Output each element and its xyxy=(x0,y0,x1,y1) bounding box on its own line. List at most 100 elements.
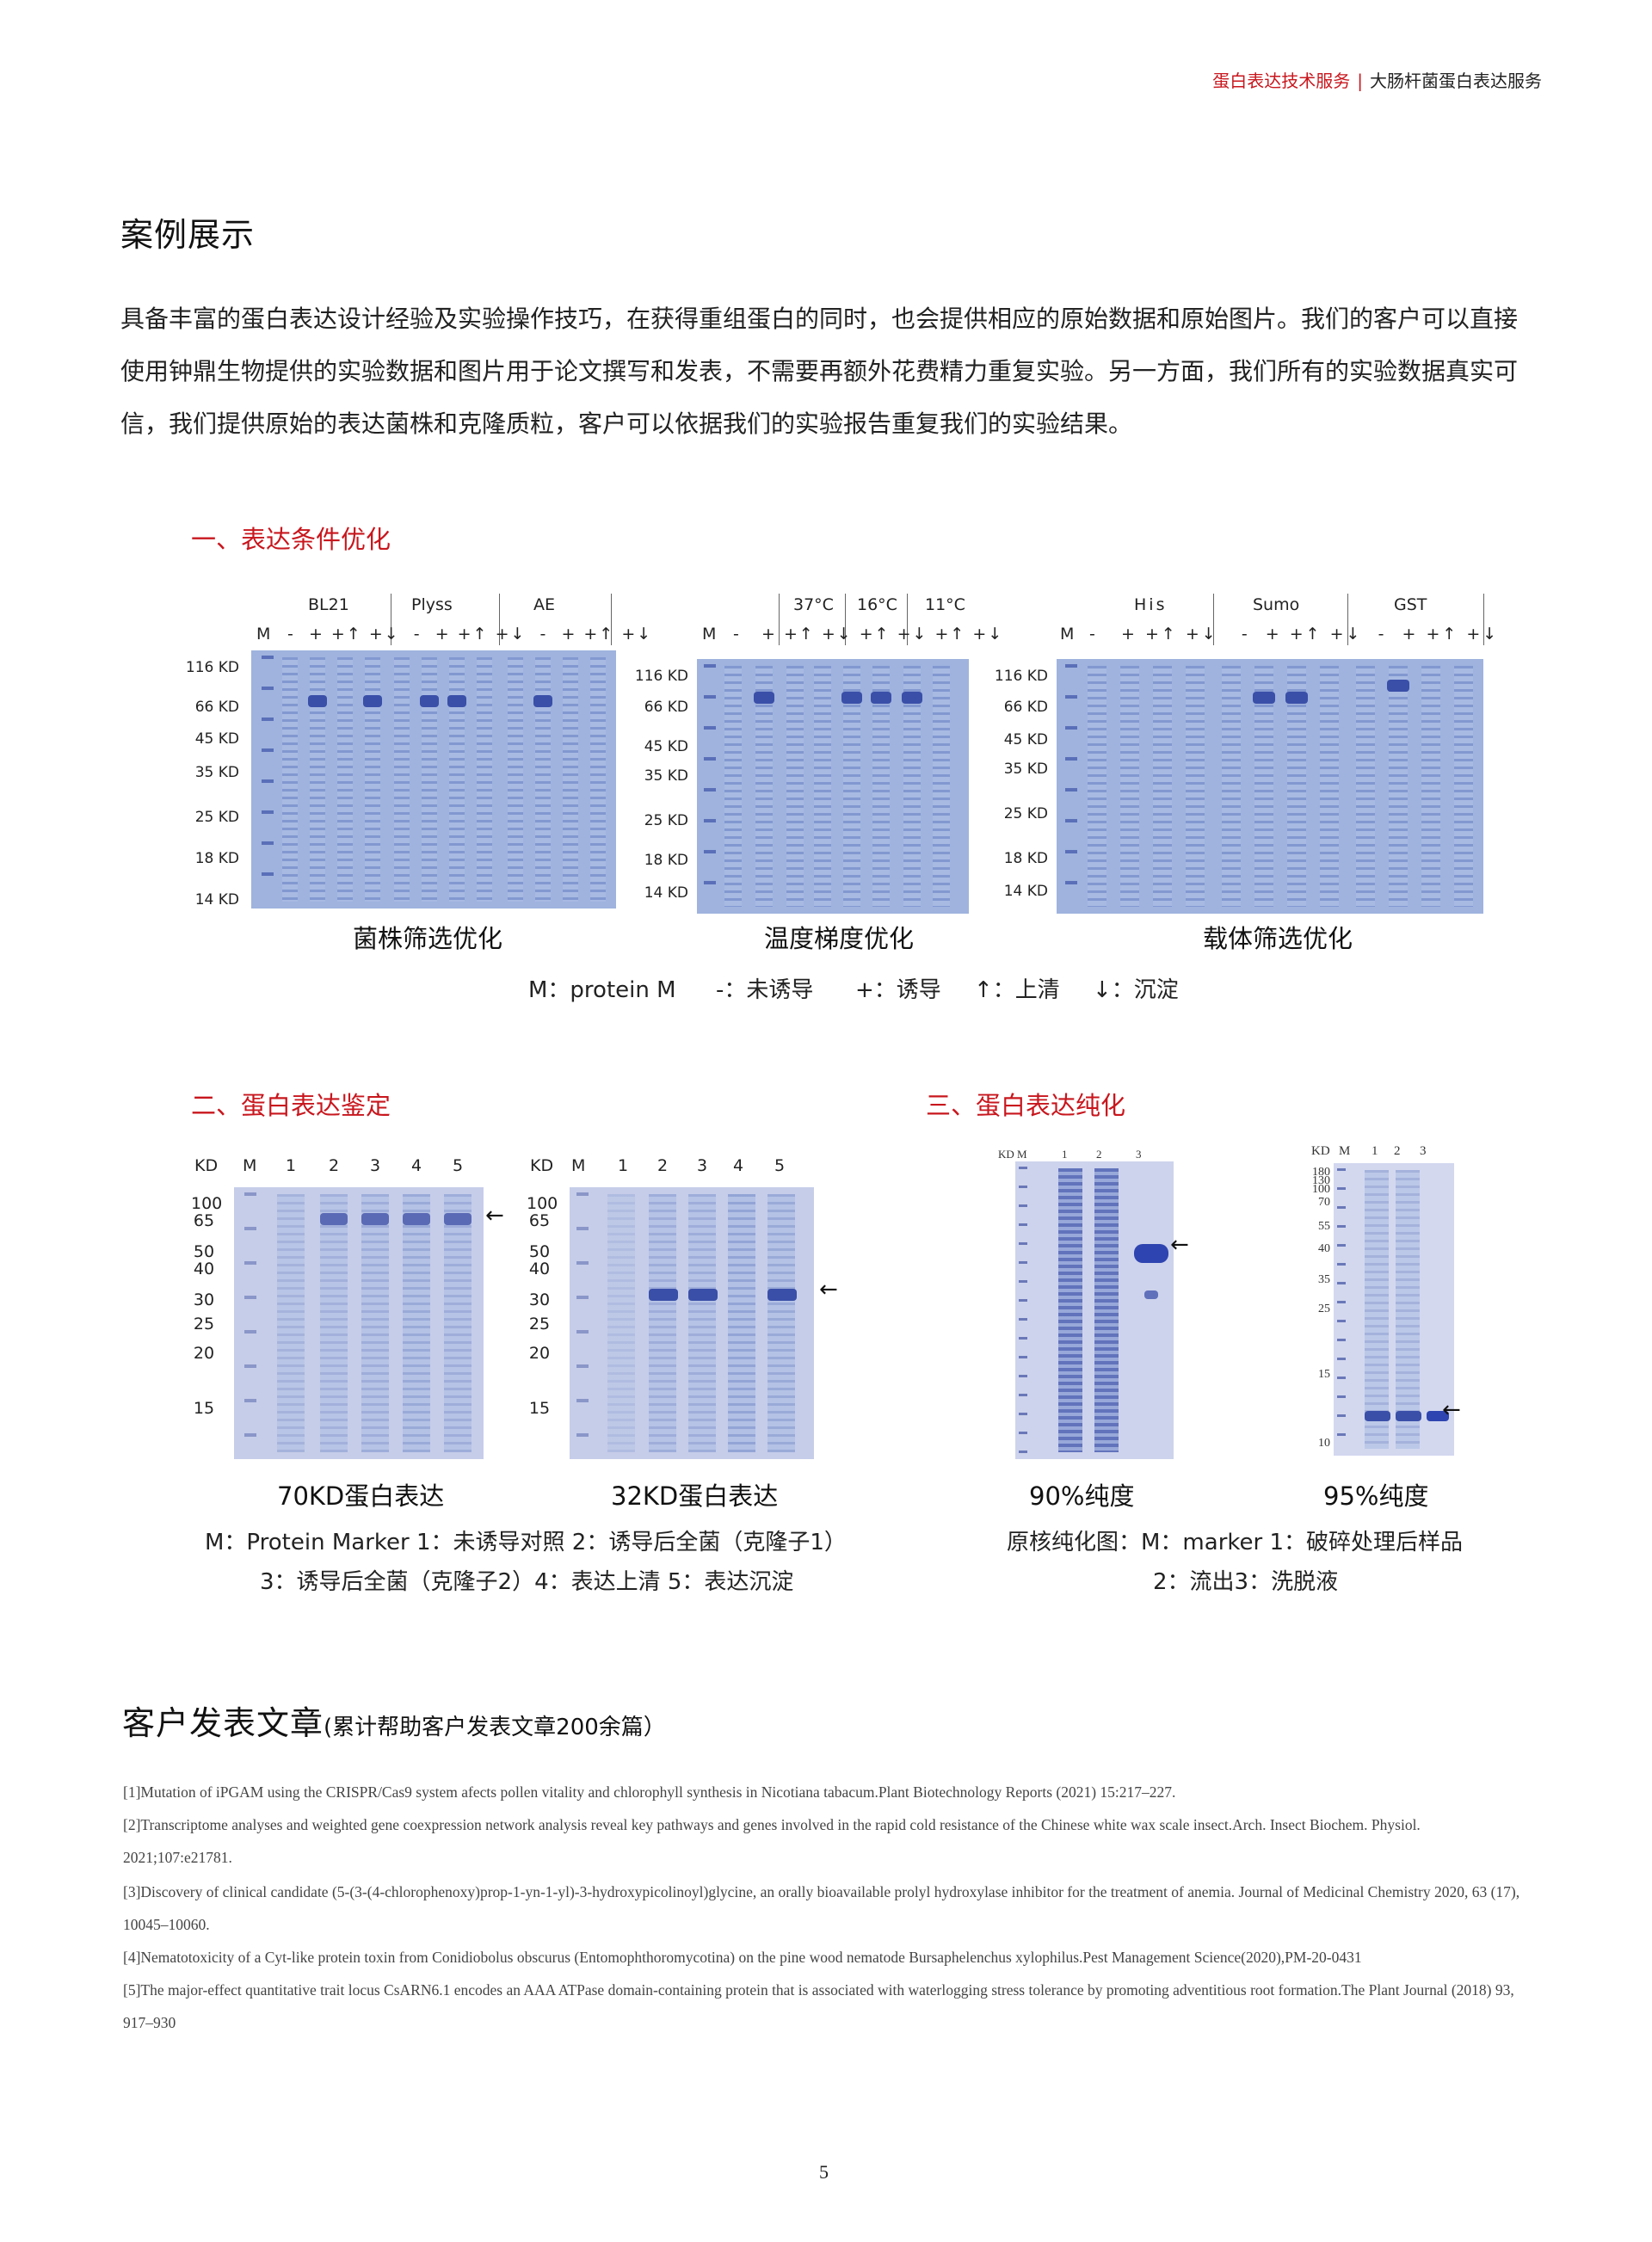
gel32-lane-1: 1 xyxy=(618,1156,629,1175)
gel32-target-arrow: ← xyxy=(819,1277,838,1303)
gel32-kd-50: 50 xyxy=(528,1242,551,1261)
header-separator: | xyxy=(1357,71,1363,91)
gel1-group-1: BL21 xyxy=(308,595,349,614)
purify95-caption: 95%纯度 xyxy=(1323,1481,1429,1511)
purify90-image xyxy=(1015,1161,1174,1459)
gel32-kd-20: 20 xyxy=(528,1344,551,1363)
gel1-image xyxy=(251,650,616,909)
gel70-kd-100: 100 xyxy=(191,1194,223,1213)
gel3-group-3: GST xyxy=(1394,595,1427,614)
gel1-group-3: AE xyxy=(533,595,556,614)
purify95-kd-25: 25 xyxy=(1318,1303,1330,1315)
header-service-name: 蛋白表达技术服务 xyxy=(1212,71,1351,91)
cases-title: 案例展示 xyxy=(120,216,256,254)
gel2-group-1: 37°C xyxy=(793,595,834,614)
gel70-target-arrow: ← xyxy=(485,1203,504,1229)
gel70-kd-40: 40 xyxy=(193,1260,215,1278)
publications-heading: 客户发表文章(累计帮助客户发表文章200余篇） xyxy=(122,1697,666,1744)
gel1-kd-116: 116 KD xyxy=(185,659,239,676)
gel70-kd-25: 25 xyxy=(193,1315,215,1333)
gel70-m-header: M xyxy=(243,1156,257,1175)
section1-legend-induced: +：诱导 xyxy=(855,977,941,1003)
gel32-kd-40: 40 xyxy=(528,1260,551,1278)
purify95-lane-1: 1 xyxy=(1372,1144,1378,1158)
publications-title: 客户发表文章 xyxy=(122,1704,324,1742)
gel3-kd-66: 66 KD xyxy=(1003,699,1048,716)
gel70-lane-3: 3 xyxy=(370,1156,381,1175)
purify90-lane-1: 1 xyxy=(1062,1148,1068,1161)
gel70-lane-2: 2 xyxy=(329,1156,340,1175)
gel70-lane-4: 4 xyxy=(411,1156,422,1175)
page-number: 5 xyxy=(819,2161,829,2183)
gel2-kd-45: 45 KD xyxy=(644,738,688,755)
purify95-kd-100: 100 xyxy=(1312,1183,1330,1196)
purify95-kd-130: 130 xyxy=(1312,1174,1330,1187)
gel70-kd-20: 20 xyxy=(193,1344,215,1363)
purify95-kd-70: 70 xyxy=(1318,1196,1330,1209)
gel1-kd-66: 66 KD xyxy=(194,699,239,716)
section2-title: 二、蛋白表达鉴定 xyxy=(191,1091,391,1120)
publications-subtitle: (累计帮助客户发表文章200余篇） xyxy=(324,1715,666,1740)
gel1-caption: 菌株筛选优化 xyxy=(353,924,503,953)
gel1-kd-14: 14 KD xyxy=(194,891,239,909)
header-subtitle: 大肠杆菌蛋白表达服务 xyxy=(1370,71,1542,91)
gel32-lane-2: 2 xyxy=(657,1156,669,1175)
gel2-marker-label: M xyxy=(702,625,717,644)
gel32-kd-15: 15 xyxy=(528,1399,551,1418)
gel32-kd-65: 65 xyxy=(528,1211,551,1230)
gel2-group-3: 11°C xyxy=(925,595,965,614)
gel2-kd-66: 66 KD xyxy=(644,699,688,716)
gel-strain-figure: BL21 Plyss AE M - + +↑ +↓ - + +↑ +↓ - + … xyxy=(163,590,650,917)
gel32-kd-header: KD xyxy=(530,1156,554,1175)
gel32-kd-30: 30 xyxy=(528,1290,551,1309)
purify90-lane-2: 2 xyxy=(1096,1148,1102,1161)
gel3-lane-labels: - + +↑ +↓ - + +↑ +↓ - + +↑ +↓ xyxy=(1089,625,1500,644)
section1-title: 一、表达条件优化 xyxy=(191,525,391,554)
gel70-kd-30: 30 xyxy=(193,1290,215,1309)
gel32-m-header: M xyxy=(571,1156,586,1175)
gel2-kd-116: 116 KD xyxy=(634,668,688,685)
reference-item-5: [5]The major-effect quantitative trait l… xyxy=(123,1981,1514,2031)
gel-vector-figure: His Sumo GST M - + +↑ +↓ - + +↑ +↓ - + +… xyxy=(983,590,1496,917)
gel3-group-1: His xyxy=(1134,595,1168,614)
gel32-lane-5: 5 xyxy=(774,1156,786,1175)
section2-legend-line1: M：Protein Marker 1：未诱导对照 2：诱导后全菌（克隆子1） xyxy=(205,1530,847,1555)
purify95-kd-40: 40 xyxy=(1318,1242,1330,1255)
gel70-kd-header: KD xyxy=(194,1156,219,1175)
gel-32kd-figure: KD M 1 2 3 4 5 100 65 50 40 30 25 20 15 … xyxy=(527,1153,854,1471)
section1-legend-uninduced: -：未诱导 xyxy=(716,977,814,1003)
purify-gel-95-figure: KD M 1 2 3 180 130 100 70 55 40 35 25 15… xyxy=(1308,1144,1514,1464)
gel70-kd-65: 65 xyxy=(193,1211,215,1230)
gel70-kd-15: 15 xyxy=(193,1399,215,1418)
purify95-kd-35: 35 xyxy=(1318,1273,1330,1286)
section1-legend-supernatant: ↑：上清 xyxy=(974,977,1060,1003)
purify90-kd-header: KD xyxy=(998,1148,1014,1161)
gel2-kd-25: 25 KD xyxy=(644,812,688,829)
gel32-kd-100: 100 xyxy=(527,1194,558,1213)
gel1-kd-18: 18 KD xyxy=(194,850,239,867)
purify-gel-90-figure: KD M 1 2 3 ← xyxy=(998,1146,1205,1464)
purify95-image xyxy=(1334,1163,1454,1456)
cases-intro: 具备丰富的蛋白表达设计经验及实验操作技巧，在获得重组蛋白的同时，也会提供相应的原… xyxy=(120,305,1519,438)
gel3-caption: 载体筛选优化 xyxy=(1203,924,1353,953)
gel1-kd-35: 35 KD xyxy=(194,764,239,781)
gel1-marker-label: M xyxy=(256,625,271,644)
gel32-image xyxy=(570,1187,814,1459)
gel-70kd-figure: KD M 1 2 3 4 5 100 65 50 40 30 25 20 15 … xyxy=(191,1153,518,1471)
section1-legend-marker: M：protein M xyxy=(528,977,676,1003)
gel1-kd-45: 45 KD xyxy=(194,730,239,748)
reference-item-2: [2]Transcriptome analyses and weighted g… xyxy=(123,1816,1421,1866)
purify95-kd-180: 180 xyxy=(1312,1166,1330,1179)
gel32-lane-4: 4 xyxy=(733,1156,744,1175)
gel70-image xyxy=(234,1187,484,1459)
gel32-lane-3: 3 xyxy=(697,1156,708,1175)
purify95-lane-2: 2 xyxy=(1394,1144,1401,1158)
section3-title: 三、蛋白表达纯化 xyxy=(926,1091,1126,1120)
gel70-lane-1: 1 xyxy=(286,1156,297,1175)
gel3-kd-45: 45 KD xyxy=(1003,731,1048,748)
purify95-kd-15: 15 xyxy=(1318,1368,1330,1381)
gel2-group-2: 16°C xyxy=(857,595,897,614)
purify95-m-header: M xyxy=(1339,1144,1351,1158)
gel1-lane-labels: - + +↑ +↓ - + +↑ +↓ - + +↑ +↓ xyxy=(287,625,653,644)
purify95-lane-3: 3 xyxy=(1420,1144,1427,1158)
